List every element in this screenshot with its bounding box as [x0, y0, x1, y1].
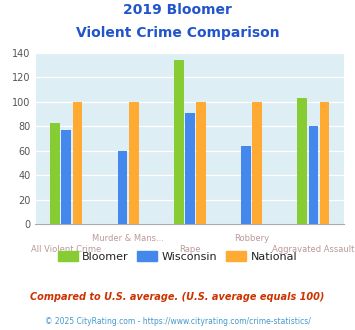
Bar [129, 102, 138, 224]
Bar [297, 98, 307, 224]
Bar [185, 113, 195, 224]
Bar [196, 102, 206, 224]
Text: Robbery: Robbery [234, 234, 269, 243]
Legend: Bloomer, Wisconsin, National: Bloomer, Wisconsin, National [53, 247, 302, 267]
Bar [252, 102, 262, 224]
Bar [73, 102, 82, 224]
Bar [50, 123, 60, 224]
Bar [308, 126, 318, 224]
Bar [118, 151, 127, 224]
Bar [61, 130, 71, 224]
Text: Aggravated Assault: Aggravated Assault [272, 245, 355, 254]
Text: Murder & Mans...: Murder & Mans... [92, 234, 164, 243]
Text: All Violent Crime: All Violent Crime [31, 245, 102, 254]
Text: Compared to U.S. average. (U.S. average equals 100): Compared to U.S. average. (U.S. average … [30, 292, 325, 302]
Text: Rape: Rape [179, 245, 201, 254]
Text: © 2025 CityRating.com - https://www.cityrating.com/crime-statistics/: © 2025 CityRating.com - https://www.city… [45, 317, 310, 326]
Bar [174, 60, 184, 224]
Text: 2019 Bloomer: 2019 Bloomer [123, 3, 232, 17]
Bar [241, 146, 251, 224]
Bar [320, 102, 329, 224]
Text: Violent Crime Comparison: Violent Crime Comparison [76, 26, 279, 40]
